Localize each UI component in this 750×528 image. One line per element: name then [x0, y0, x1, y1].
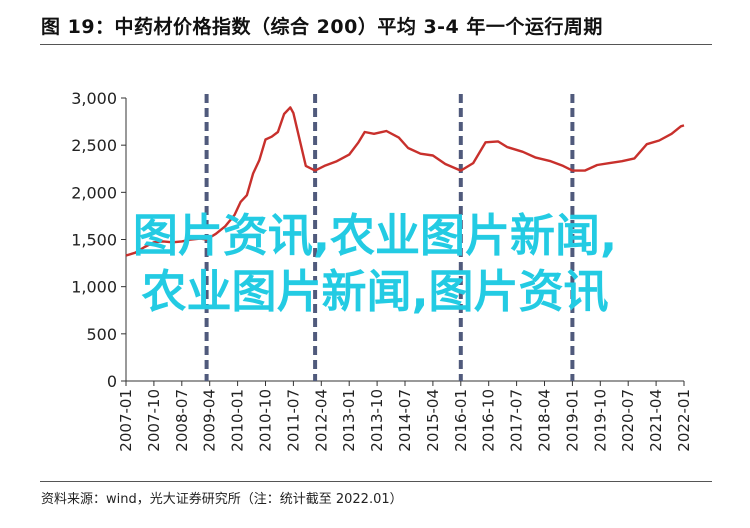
x-tick-label: 2011-07: [284, 389, 302, 452]
y-tick-label: 2,500: [71, 136, 117, 155]
y-tick-label: 2,000: [71, 183, 117, 202]
y-tick-label: 0: [107, 372, 117, 391]
source-note: 资料来源：wind，光大证券研究所（注：统计截至 2022.01）: [41, 492, 403, 507]
y-tick-label: 3,000: [71, 89, 117, 108]
x-tick-label: 2007-01: [117, 389, 135, 452]
x-tick-label: 2010-10: [257, 389, 275, 452]
x-tick-label: 2018-04: [536, 389, 554, 452]
x-tick-label: 2016-10: [480, 389, 498, 452]
x-tick-label: 2020-07: [619, 389, 637, 452]
figure-title: 图 19：中药材价格指数（综合 200）平均 3-4 年一个运行周期: [41, 16, 603, 38]
y-tick-label: 1,000: [71, 278, 117, 297]
x-tick-label: 2014-07: [396, 389, 414, 452]
y-axis: 0 500 1,000 1,500 2,000 2,500 3,000: [71, 89, 127, 391]
x-tick-label: 2019-10: [591, 389, 609, 452]
x-tick-label: 2016-01: [452, 389, 470, 452]
x-tick-label: 2022-01: [675, 389, 693, 452]
x-tick-label: 2013-01: [340, 389, 358, 452]
x-tick-label: 2010-01: [229, 389, 247, 452]
y-tick-label: 500: [86, 325, 117, 344]
y-tick-label: 1,500: [71, 231, 117, 250]
cycle-dividers: [204, 94, 575, 381]
x-tick-label: 2021-04: [647, 389, 665, 452]
x-tick-label: 2017-07: [508, 389, 526, 452]
x-tick-label: 2012-04: [312, 389, 330, 452]
x-tick-label: 2019-01: [563, 389, 581, 452]
x-tick-label: 2008-07: [173, 389, 191, 452]
x-axis: 2007-01 2007-10 2008-07 2009-04 2010-01 2010-…: [117, 380, 693, 452]
x-tick-label: 2009-04: [201, 389, 219, 452]
title-rule: [40, 44, 712, 45]
x-tick-label: 2007-10: [145, 389, 163, 452]
x-tick-label: 2013-10: [368, 389, 386, 452]
x-tick-label: 2015-04: [424, 389, 442, 452]
price-index-line: [125, 106, 685, 257]
source-rule: [40, 481, 712, 482]
series-group: [125, 106, 685, 257]
